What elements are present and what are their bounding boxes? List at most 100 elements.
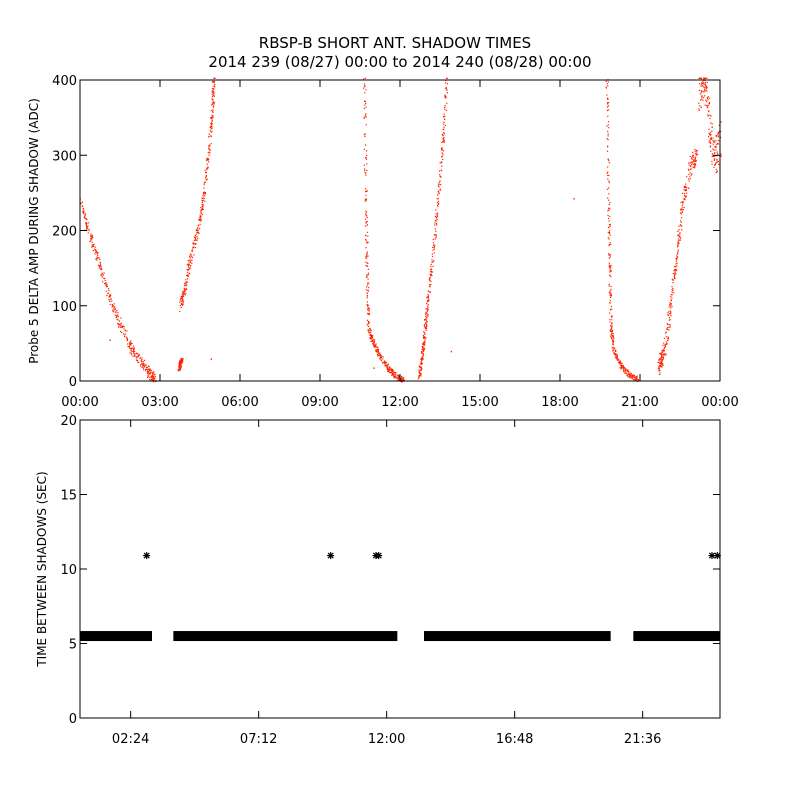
data-point xyxy=(397,376,399,378)
data-point xyxy=(120,326,122,328)
data-point xyxy=(104,279,106,281)
data-point xyxy=(367,268,369,270)
data-point xyxy=(704,88,706,90)
data-point xyxy=(666,328,668,330)
data-point xyxy=(692,151,694,154)
data-point xyxy=(187,275,189,277)
data-point xyxy=(700,91,702,93)
shadow-trace-5 xyxy=(417,77,449,380)
data-point xyxy=(138,361,140,363)
data-point xyxy=(708,132,710,134)
data-point xyxy=(607,210,609,212)
data-point xyxy=(179,305,181,307)
data-point xyxy=(130,347,132,349)
data-point xyxy=(373,344,375,346)
data-point xyxy=(422,342,424,344)
data-point xyxy=(117,315,119,318)
data-point xyxy=(154,373,156,375)
data-point xyxy=(149,369,151,371)
data-point xyxy=(212,80,214,82)
data-point xyxy=(183,293,185,295)
data-point xyxy=(186,274,188,276)
data-point xyxy=(181,360,183,362)
data-point xyxy=(420,367,422,369)
data-point xyxy=(201,206,204,208)
data-point xyxy=(696,149,698,151)
data-point xyxy=(621,366,623,368)
data-point xyxy=(366,324,368,326)
data-point xyxy=(662,344,664,346)
data-point xyxy=(85,223,87,225)
data-point xyxy=(377,350,379,352)
data-point xyxy=(607,171,609,173)
data-point xyxy=(180,368,182,370)
data-point xyxy=(211,104,213,106)
data-point xyxy=(436,224,438,226)
data-point xyxy=(97,254,99,256)
data-point xyxy=(606,125,608,127)
data-point xyxy=(364,85,366,87)
data-point xyxy=(712,137,714,139)
data-point xyxy=(609,256,611,258)
data-point xyxy=(390,369,392,371)
data-point xyxy=(211,124,213,126)
data-point xyxy=(182,298,184,300)
data-point xyxy=(108,295,111,297)
data-point xyxy=(619,367,621,369)
data-point xyxy=(129,344,131,346)
data-point xyxy=(419,366,421,368)
data-point xyxy=(715,163,717,165)
data-point xyxy=(437,190,439,192)
data-point xyxy=(444,118,446,120)
data-point xyxy=(637,378,639,380)
data-point xyxy=(120,317,122,319)
data-point xyxy=(420,360,422,362)
data-point xyxy=(188,272,191,274)
data-point xyxy=(667,313,669,316)
bottom-y-tick-label: 0 xyxy=(69,712,77,727)
data-point xyxy=(611,338,613,340)
data-point xyxy=(672,289,674,291)
data-point xyxy=(209,145,211,147)
data-point xyxy=(133,347,135,349)
data-point xyxy=(435,217,438,219)
data-point xyxy=(676,265,678,267)
data-point xyxy=(147,375,149,377)
data-point xyxy=(627,374,629,376)
data-point xyxy=(183,287,185,289)
data-point xyxy=(202,191,205,194)
data-point xyxy=(386,368,389,370)
data-point xyxy=(679,235,681,238)
data-point xyxy=(684,190,686,192)
data-point xyxy=(609,290,611,293)
data-point xyxy=(606,188,609,190)
data-point xyxy=(707,105,709,107)
data-point xyxy=(106,285,108,287)
data-point xyxy=(136,360,139,362)
data-point xyxy=(367,255,369,257)
data-point xyxy=(716,143,718,146)
data-point xyxy=(366,241,368,243)
data-point xyxy=(442,138,444,140)
data-point xyxy=(435,234,437,236)
data-point xyxy=(423,354,425,356)
data-point xyxy=(133,350,135,352)
data-point xyxy=(378,354,380,356)
data-point xyxy=(609,309,611,311)
data-point xyxy=(709,139,711,142)
data-point xyxy=(424,343,426,345)
data-point xyxy=(366,257,368,259)
data-point xyxy=(180,300,182,302)
data-point xyxy=(434,244,436,246)
data-point xyxy=(114,306,116,308)
data-point xyxy=(104,277,106,280)
data-point xyxy=(154,381,156,383)
data-point xyxy=(717,136,719,138)
data-point xyxy=(187,274,189,276)
data-point xyxy=(635,376,637,378)
data-point xyxy=(627,370,629,372)
shadow-trace-4 xyxy=(363,77,405,383)
data-point xyxy=(434,215,437,218)
data-point xyxy=(432,244,435,246)
data-point xyxy=(418,376,420,378)
